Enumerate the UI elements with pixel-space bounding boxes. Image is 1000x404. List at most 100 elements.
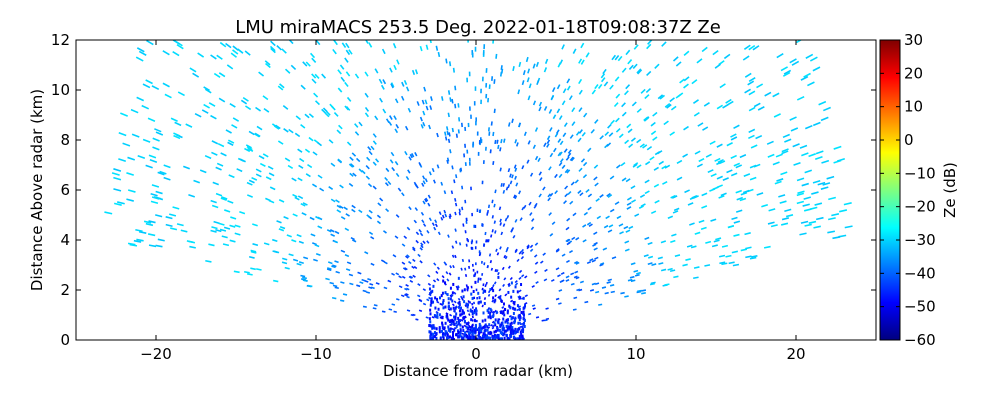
echo-point [409, 207, 411, 210]
echo-point [432, 168, 433, 172]
echo-point [482, 305, 483, 307]
echo-point [710, 141, 715, 144]
echo-point [603, 248, 607, 250]
echo-point [217, 163, 223, 166]
echo-point [402, 262, 405, 264]
echo-point [620, 232, 624, 234]
echo-point [629, 65, 633, 69]
echo-point [522, 207, 524, 210]
echo-point [588, 148, 591, 151]
echo-point [493, 285, 494, 287]
echo-point [502, 318, 504, 321]
echo-point [522, 80, 523, 84]
echo-point [588, 194, 591, 197]
echo-point [510, 334, 512, 337]
echo-point [702, 127, 707, 130]
echo-point [468, 327, 470, 330]
echo-point [568, 153, 571, 156]
echo-point [446, 272, 448, 274]
echo-point [449, 132, 450, 136]
echo-point [256, 174, 261, 177]
echo-point [402, 96, 404, 100]
echo-point [452, 99, 453, 103]
echo-point [149, 245, 156, 246]
echo-point [731, 156, 737, 159]
echo-point [128, 190, 135, 192]
echo-point [453, 265, 454, 268]
echo-point [394, 311, 397, 312]
echo-point [599, 84, 602, 88]
echo-point [436, 313, 438, 316]
echo-point [644, 255, 649, 256]
echo-point [462, 334, 464, 335]
echo-point [452, 128, 453, 132]
echo-point [394, 65, 396, 70]
echo-point [448, 329, 450, 332]
echo-point [219, 73, 225, 77]
echo-point [463, 317, 465, 320]
echo-point [606, 216, 610, 218]
echo-point [375, 116, 378, 120]
echo-point [358, 272, 362, 273]
echo-point [143, 84, 150, 87]
echo-point [517, 304, 519, 307]
echo-point [494, 204, 495, 207]
echo-point [396, 299, 399, 300]
echo-point [622, 103, 626, 107]
echo-point [581, 159, 584, 162]
echo-point [406, 285, 409, 286]
echo-point [631, 138, 635, 141]
echo-point [496, 249, 497, 252]
echo-point [432, 333, 434, 336]
echo-point [687, 245, 692, 246]
echo-point [455, 255, 456, 258]
echo-point [673, 57, 678, 61]
echo-point [602, 287, 606, 288]
echo-point [507, 215, 508, 218]
echo-point [394, 116, 396, 120]
echo-point [592, 260, 596, 262]
echo-point [495, 140, 496, 144]
echo-point [498, 321, 500, 324]
echo-point [367, 279, 371, 280]
echo-point [407, 87, 409, 91]
echo-point [348, 97, 351, 101]
echo-point [386, 209, 389, 212]
echo-point [622, 178, 626, 181]
echo-point [628, 60, 632, 64]
echo-point [495, 269, 496, 272]
echo-point [413, 70, 415, 75]
echo-point [445, 322, 447, 325]
echo-point [571, 182, 574, 185]
echo-point [749, 78, 755, 82]
echo-point [748, 135, 754, 138]
echo-point [790, 59, 797, 63]
echo-point [427, 241, 429, 244]
echo-point [398, 188, 400, 191]
echo-point [366, 292, 370, 293]
echo-point [529, 84, 530, 88]
echo-point [544, 279, 547, 281]
echo-point [802, 184, 809, 186]
echo-point [828, 218, 836, 220]
echo-point [166, 217, 173, 219]
echo-point [651, 211, 656, 213]
echo-point [682, 264, 687, 265]
echo-point [558, 303, 561, 304]
echo-point [515, 283, 517, 285]
echo-point [487, 332, 489, 335]
echo-point [450, 149, 451, 153]
x-tick-label: −20 [140, 345, 172, 363]
echo-point [454, 323, 456, 326]
echo-point [451, 299, 453, 302]
echo-point [557, 275, 560, 277]
echo-point [461, 290, 463, 293]
echo-point [299, 241, 304, 243]
echo-point [399, 286, 402, 287]
echo-point [723, 178, 729, 180]
echo-point [311, 53, 315, 57]
echo-point [237, 169, 243, 172]
echo-point [479, 296, 481, 299]
echo-point [626, 50, 630, 54]
